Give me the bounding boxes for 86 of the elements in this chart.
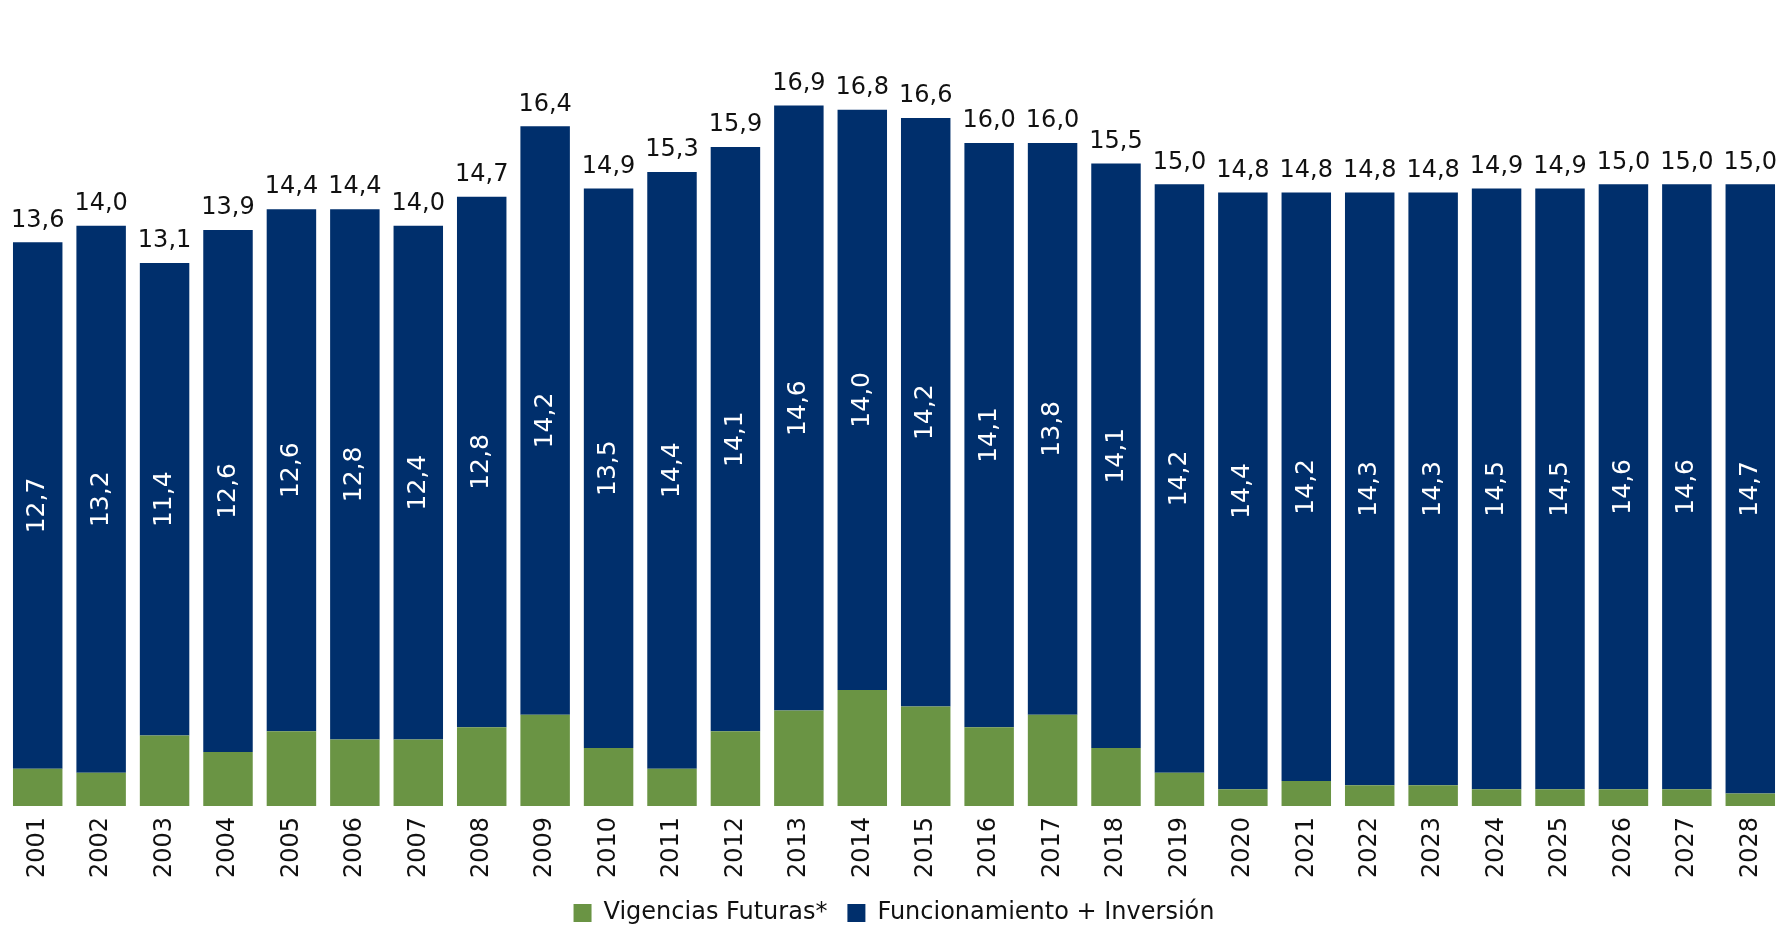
x-tick-label: 2023 xyxy=(1417,816,1446,878)
x-tick-label: 2003 xyxy=(148,816,177,878)
data-label: 11,4 xyxy=(148,471,178,528)
total-label: 14,8 xyxy=(1216,154,1270,183)
x-tick-label: 2014 xyxy=(846,816,875,878)
x-tick-label: 2017 xyxy=(1036,816,1065,878)
x-tick-label: 2022 xyxy=(1353,816,1382,878)
total-label: 16,6 xyxy=(899,80,953,109)
data-label: 14,3 xyxy=(1416,461,1446,517)
total-label: 16,9 xyxy=(772,67,826,96)
x-tick-label: 2025 xyxy=(1544,816,1573,878)
total-label: 16,4 xyxy=(518,88,572,117)
x-tick-label: 2015 xyxy=(909,816,938,878)
x-tick-label: 2013 xyxy=(783,816,812,878)
data-label: 12,8 xyxy=(338,446,368,503)
data-label: 14,1 xyxy=(1099,427,1129,484)
data-label: 13,8 xyxy=(1036,400,1066,457)
total-label: 13,1 xyxy=(137,225,192,254)
total-label: 14,0 xyxy=(74,187,128,216)
data-label: 14,6 xyxy=(1670,459,1700,515)
total-label: 13,6 xyxy=(11,204,65,233)
data-label: 13,2 xyxy=(84,471,114,528)
data-label: 14,5 xyxy=(1543,461,1573,517)
x-tick-label: 2006 xyxy=(339,816,368,878)
x-tick-label: 2016 xyxy=(973,816,1002,878)
x-tick-label: 2018 xyxy=(1100,816,1129,878)
data-label: 14,4 xyxy=(655,442,685,499)
data-label: 14,2 xyxy=(1289,459,1319,515)
data-label: 14,6 xyxy=(1606,459,1636,515)
total-label: 14,8 xyxy=(1343,154,1397,183)
total-label: 15,5 xyxy=(1089,125,1143,154)
x-tick-label: 2011 xyxy=(656,816,685,878)
total-label: 14,8 xyxy=(1279,154,1333,183)
total-label: 14,4 xyxy=(264,171,319,200)
total-label: 15,0 xyxy=(1596,146,1651,175)
data-label: 14,5 xyxy=(1480,461,1510,517)
total-label: 13,9 xyxy=(201,192,255,221)
data-label: 14,6 xyxy=(782,380,812,436)
x-tick-label: 2005 xyxy=(275,816,304,878)
data-label: 14,4 xyxy=(1226,463,1256,519)
total-label: 15,0 xyxy=(1723,146,1777,175)
total-label: 14,4 xyxy=(328,171,382,200)
x-tick-label: 2002 xyxy=(85,816,114,878)
total-label: 14,8 xyxy=(1406,154,1460,183)
x-tick-label: 2004 xyxy=(212,816,241,878)
x-tick-label: 2024 xyxy=(1480,816,1509,878)
x-tick-label: 2026 xyxy=(1607,816,1636,878)
data-label: 14,3 xyxy=(1353,461,1383,517)
data-label: 14,1 xyxy=(972,407,1002,463)
data-label: 12,8 xyxy=(465,434,495,490)
data-label: 12,4 xyxy=(401,454,431,511)
total-label: 14,9 xyxy=(581,150,636,179)
data-label: 13,5 xyxy=(592,440,622,497)
legend-label: Vigencias Futuras* xyxy=(603,897,828,926)
total-label: 16,0 xyxy=(1025,105,1080,134)
total-label: 15,0 xyxy=(1152,146,1207,175)
total-label: 14,0 xyxy=(391,187,445,216)
x-tick-label: 2010 xyxy=(592,816,621,878)
x-tick-label: 2028 xyxy=(1734,816,1763,878)
legend-label: Funcionamiento + Inversión xyxy=(877,897,1215,926)
x-tick-label: 2012 xyxy=(719,816,748,878)
x-tick-label: 2020 xyxy=(1227,816,1256,878)
x-tick-label: 2019 xyxy=(1163,816,1192,878)
x-tick-label: 2027 xyxy=(1671,816,1700,878)
total-label: 14,9 xyxy=(1469,150,1524,179)
total-label: 16,0 xyxy=(962,105,1016,134)
data-label: 12,6 xyxy=(211,463,241,519)
data-label: 14,0 xyxy=(845,371,875,428)
total-label: 14,9 xyxy=(1533,150,1587,179)
x-tick-label: 2008 xyxy=(465,816,494,878)
x-tick-label: 2001 xyxy=(21,816,50,878)
data-label: 14,2 xyxy=(1162,450,1192,507)
total-label: 15,3 xyxy=(645,134,699,163)
total-label: 15,0 xyxy=(1660,146,1714,175)
x-tick-label: 2021 xyxy=(1290,816,1319,878)
total-label: 16,8 xyxy=(835,71,889,100)
data-label: 12,6 xyxy=(274,442,304,499)
data-label: 14,2 xyxy=(909,384,939,441)
data-label: 14,1 xyxy=(718,411,748,468)
data-label: 14,7 xyxy=(1733,461,1763,517)
data-label: 12,7 xyxy=(21,477,51,534)
x-tick-label: 2009 xyxy=(529,816,558,878)
total-label: 14,7 xyxy=(455,158,509,187)
total-label: 15,9 xyxy=(708,109,763,138)
data-label: 14,2 xyxy=(528,392,558,449)
x-tick-label: 2007 xyxy=(402,816,431,878)
